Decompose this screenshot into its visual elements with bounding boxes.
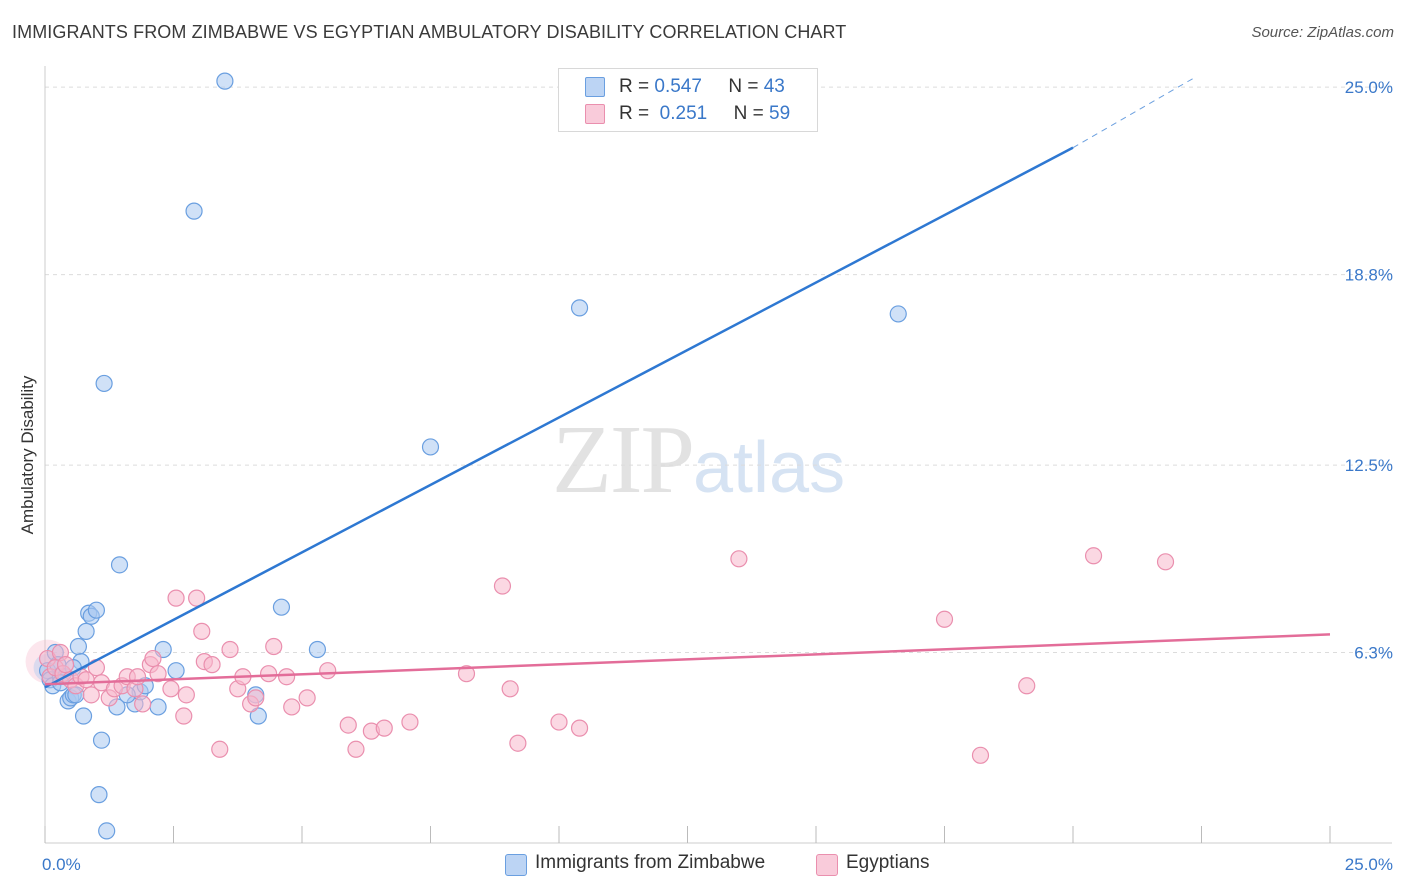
legend: R = 0.547 N = 43 R = 0.251 N = 59 (558, 68, 818, 132)
chart-title: IMMIGRANTS FROM ZIMBABWE VS EGYPTIAN AMB… (12, 22, 847, 42)
watermark: ZIPatlas (552, 404, 845, 516)
egyptians-point (493, 577, 512, 595)
zimbabwe-point (889, 305, 907, 323)
egyptians-point (550, 713, 568, 731)
zimbabwe-point (421, 438, 440, 456)
zimbabwe-point (272, 598, 291, 616)
egyptians-point (935, 610, 954, 628)
x-tick-label-max: 25.0% (1345, 855, 1393, 874)
watermark-atlas: atlas (693, 428, 846, 508)
legend-r-value-egyptians: 0.251 (659, 103, 708, 124)
zimbabwe-point (92, 731, 111, 749)
zimbabwe-point (249, 707, 267, 725)
egyptians-point (247, 689, 265, 707)
legend-r-label: R = (619, 76, 650, 97)
zimbabwe-point (74, 707, 93, 725)
legend-swatch-zimbabwe (585, 77, 605, 97)
legend-swatch-egyptians (585, 104, 605, 124)
egyptians-point (162, 680, 180, 698)
y-tick-label: 25.0% (1345, 78, 1393, 97)
x-tick-label-min: 0.0% (42, 855, 81, 874)
egyptians-point (203, 656, 221, 674)
watermark-zip: ZIP (552, 406, 695, 514)
zimbabwe-point (110, 556, 129, 574)
egyptians-point (283, 698, 301, 716)
legend-n-value-zimbabwe: 43 (763, 76, 785, 97)
egyptians-point (211, 740, 229, 758)
egyptians-point (177, 686, 195, 704)
egyptians-point (188, 589, 206, 607)
legend-n-label: N = (728, 76, 759, 97)
zimbabwe-point (90, 786, 108, 804)
legend-r-value-zimbabwe: 0.547 (654, 76, 702, 97)
legend-n-value-egyptians: 59 (769, 103, 791, 124)
egyptians-point (167, 589, 185, 607)
bottom-legend-swatch-egyptians (816, 854, 838, 876)
zimbabwe-point (308, 640, 327, 659)
egyptians-point (971, 746, 990, 764)
y-tick-label: 18.8% (1345, 266, 1393, 285)
zimbabwe-point (185, 202, 203, 220)
egyptians-point (221, 640, 239, 659)
egyptians-point (144, 649, 162, 668)
legend-r-label: R = (619, 103, 650, 124)
y-tick-label: 6.3% (1354, 644, 1393, 663)
zimbabwe-point (69, 637, 88, 656)
zimbabwe-point (95, 374, 113, 393)
source-label: Source: ZipAtlas.com (1251, 24, 1394, 41)
egyptians-point (457, 665, 476, 683)
egyptians-point (1018, 677, 1036, 695)
egyptians-point (193, 622, 211, 640)
egyptians-point (265, 637, 283, 656)
egyptians-point (501, 680, 519, 698)
bottom-legend-label-egyptians: Egyptians (846, 852, 930, 873)
egyptians-point (375, 719, 393, 737)
egyptians-point (401, 713, 419, 731)
zimbabwe-point (98, 822, 116, 840)
egyptians-point (82, 686, 100, 704)
egyptians-point (339, 716, 357, 734)
egyptians-point (509, 734, 527, 752)
egyptians-point (730, 550, 748, 568)
zimbabwe-point (570, 299, 589, 317)
egyptians-point (149, 665, 167, 683)
egyptians-point (259, 665, 278, 683)
egyptians-point (298, 689, 316, 707)
bottom-legend-swatch-zimbabwe (505, 854, 527, 876)
egyptians-point (319, 662, 337, 680)
egyptians-point (128, 668, 147, 686)
egyptians-point (175, 707, 193, 725)
egyptians-point (56, 656, 75, 674)
zimbabwe-point (77, 622, 95, 640)
legend-n-label: N = (733, 103, 764, 124)
egyptians-point (1084, 547, 1103, 565)
bottom-legend-label-zimbabwe: Immigrants from Zimbabwe (535, 852, 766, 873)
zimbabwe-point (216, 72, 234, 90)
zimbabwe-trend-line (44, 146, 1074, 689)
y-axis-label: Ambulatory Disability (18, 375, 37, 535)
zimbabwe-point (149, 698, 167, 716)
egyptians-point (1156, 553, 1175, 571)
y-tick-label: 12.5% (1345, 456, 1393, 475)
zimbabwe-trend-extension (1072, 76, 1197, 149)
egyptians-point (570, 719, 589, 737)
egyptians-trend-line (44, 633, 1331, 686)
egyptians-point (277, 668, 296, 686)
egyptians-point (134, 695, 152, 713)
egyptians-point (347, 740, 365, 758)
zimbabwe-point (167, 662, 185, 680)
zimbabwe-point (87, 601, 106, 619)
